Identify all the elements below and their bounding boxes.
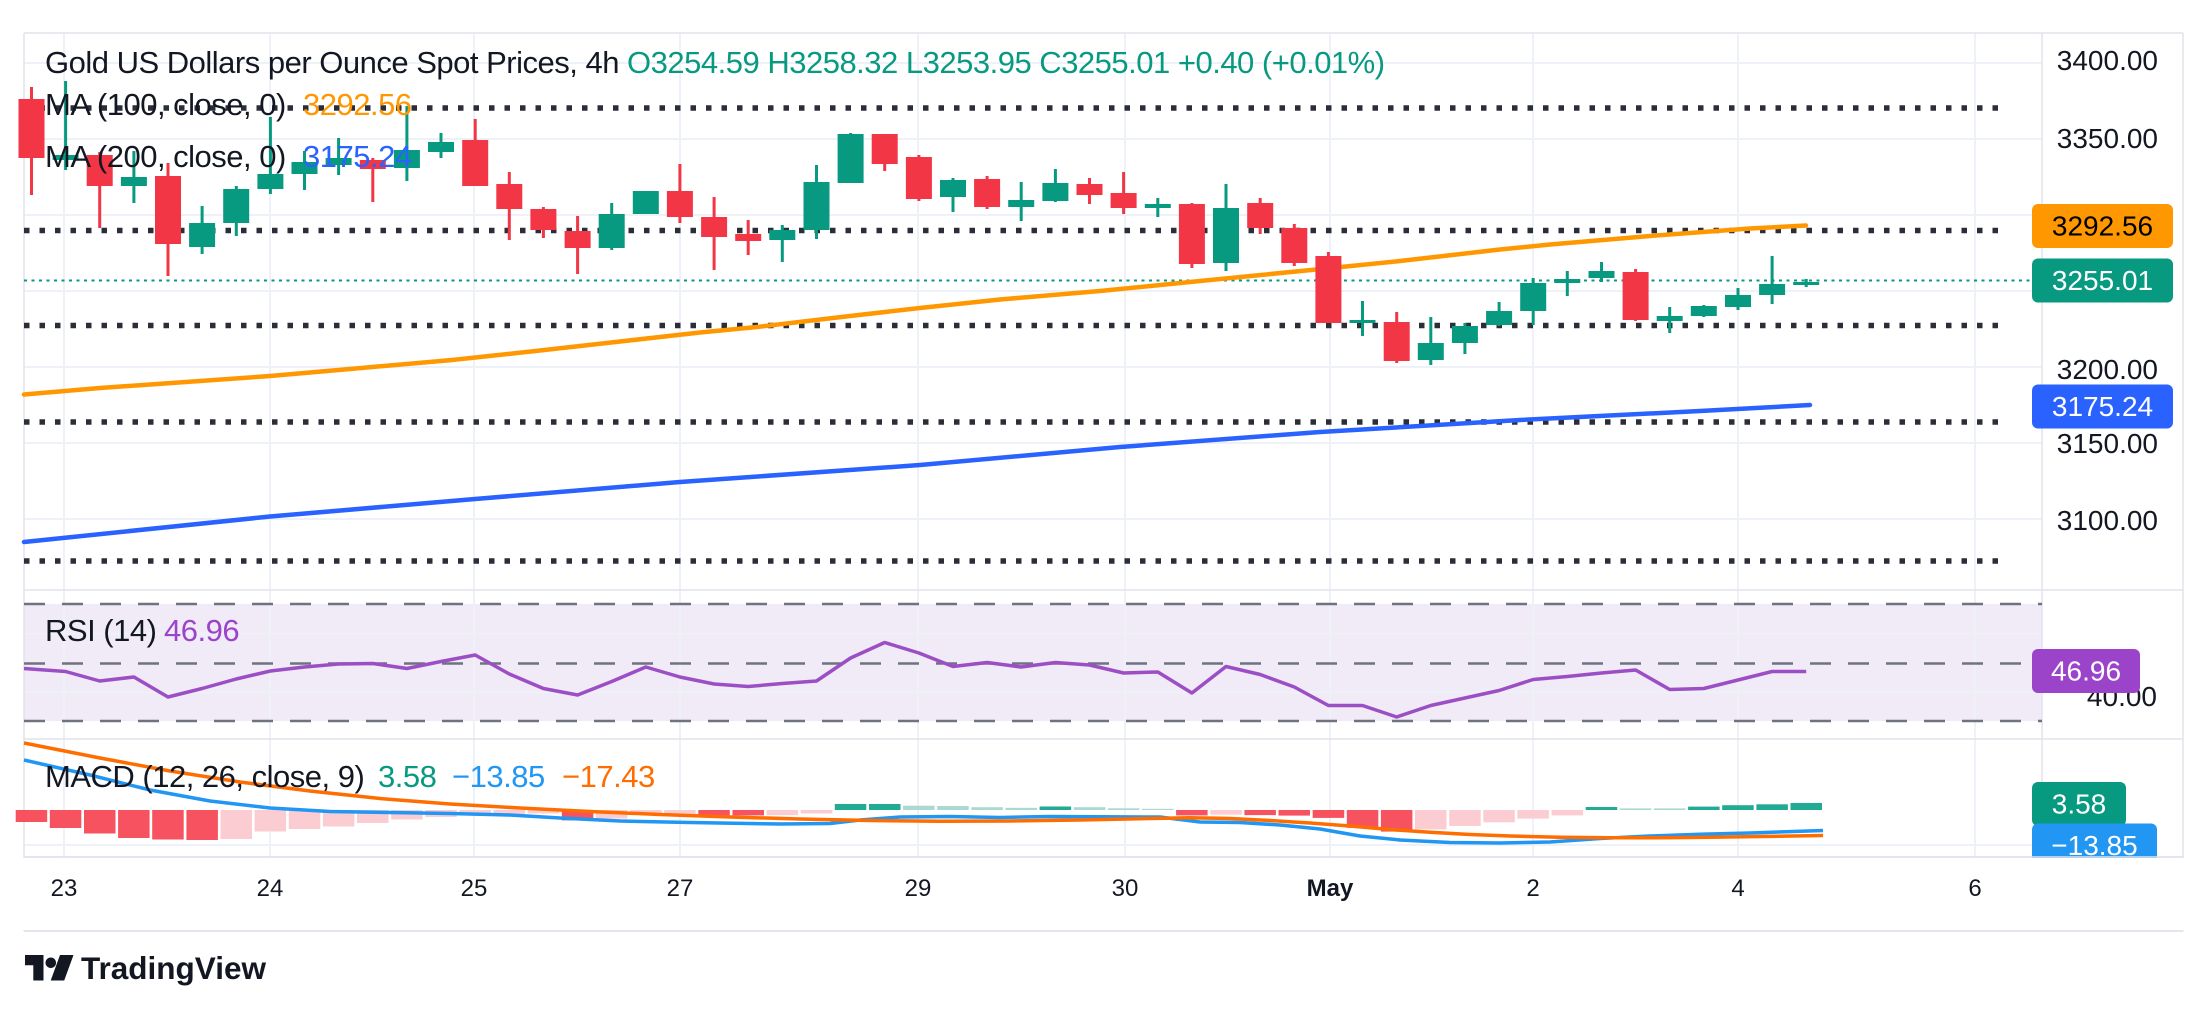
svg-text:MA (100, close, 0) 3292.56: MA (100, close, 0) 3292.56 bbox=[45, 87, 412, 122]
svg-text:−13.85: −13.85 bbox=[2051, 830, 2137, 861]
svg-text:3400.00: 3400.00 bbox=[2057, 45, 2158, 76]
svg-text:3350.00: 3350.00 bbox=[2057, 123, 2158, 154]
svg-text:4: 4 bbox=[1731, 875, 1744, 902]
svg-text:30: 30 bbox=[1112, 875, 1139, 902]
svg-text:May: May bbox=[1307, 875, 1354, 902]
svg-text:3100.00: 3100.00 bbox=[2057, 505, 2158, 536]
svg-text:3255.01: 3255.01 bbox=[2052, 265, 2153, 296]
svg-text:TradingView: TradingView bbox=[81, 950, 266, 986]
svg-text:24: 24 bbox=[257, 875, 284, 902]
svg-text:6: 6 bbox=[1968, 875, 1981, 902]
svg-text:3150.00: 3150.00 bbox=[2057, 428, 2158, 459]
svg-text:3292.56: 3292.56 bbox=[2052, 211, 2153, 242]
svg-text:46.96: 46.96 bbox=[2051, 656, 2121, 687]
svg-text:Gold US Dollars per Ounce Spot: Gold US Dollars per Ounce Spot Prices, 4… bbox=[45, 45, 1385, 80]
svg-text:25: 25 bbox=[461, 875, 488, 902]
svg-text:3175.24: 3175.24 bbox=[2052, 391, 2153, 422]
svg-text:23: 23 bbox=[51, 875, 78, 902]
svg-text:MACD (12, 26, close, 9) 3.58−1: MACD (12, 26, close, 9) 3.58 −13.85 −17.43 bbox=[45, 759, 655, 794]
svg-text:2: 2 bbox=[1526, 875, 1539, 902]
svg-text:MA (200, close, 0) 3175.24: MA (200, close, 0) 3175.24 bbox=[45, 139, 412, 174]
svg-text:29: 29 bbox=[905, 875, 932, 902]
svg-text:27: 27 bbox=[667, 875, 694, 902]
svg-text:3.58: 3.58 bbox=[2052, 789, 2107, 820]
svg-text:3200.00: 3200.00 bbox=[2057, 354, 2158, 385]
svg-text:RSI (14) 46.96: RSI (14) 46.96 bbox=[45, 613, 239, 648]
